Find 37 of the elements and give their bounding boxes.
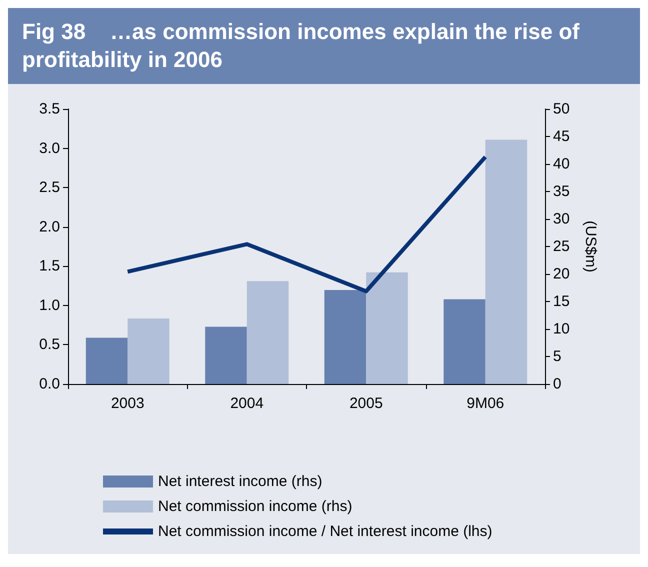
y2-tick-label: 40: [553, 156, 570, 172]
legend-label: Net commission income / Net interest income (lhs): [158, 523, 492, 540]
y-tick-label: 2.5: [39, 179, 60, 196]
y-tick-label: 1.0: [39, 296, 60, 314]
y2-tick-label: 0: [553, 376, 562, 392]
bar: [485, 140, 528, 384]
y2-tick-label: 30: [553, 210, 570, 228]
x-tick-label: 2003: [110, 395, 144, 412]
y-tick-label: 0.5: [39, 336, 60, 354]
y-tick-label: 1.5: [39, 258, 60, 275]
y-tick-label: 3.0: [39, 140, 60, 157]
x-tick-label: 2005: [349, 395, 383, 412]
legend-label: Net commission income (rhs): [158, 498, 352, 515]
x-tick-label: 9M06: [466, 395, 504, 412]
bar: [324, 290, 366, 384]
y2-tick-label: 10: [553, 320, 570, 338]
y-tick-label: 0.0: [39, 376, 60, 392]
y2-tick-label: 15: [553, 293, 570, 310]
y-tick-label: 3.5: [39, 100, 60, 118]
y2-tick-label: 50: [553, 100, 570, 118]
bar: [444, 299, 486, 384]
y2-tick-label: 5: [553, 348, 562, 365]
y2-tick-label: 20: [553, 266, 570, 282]
bar: [128, 318, 170, 384]
y2-tick-label: 25: [553, 238, 570, 255]
bar: [205, 326, 247, 384]
y2-tick-label: 35: [553, 183, 570, 200]
chart-title: Fig 38 …as commission incomes explain the rise of profitability in 2006: [8, 8, 640, 84]
x-tick-label: 2004: [230, 395, 264, 412]
legend-label: Net interest income (rhs): [158, 473, 322, 490]
y-tick-label: 2.0: [39, 218, 60, 236]
bar: [86, 338, 128, 384]
line-series: [126, 154, 488, 294]
y2-axis-title: (US$m): [582, 220, 599, 272]
bar: [246, 281, 289, 384]
y2-tick-label: 45: [553, 128, 570, 145]
bar: [366, 272, 408, 384]
